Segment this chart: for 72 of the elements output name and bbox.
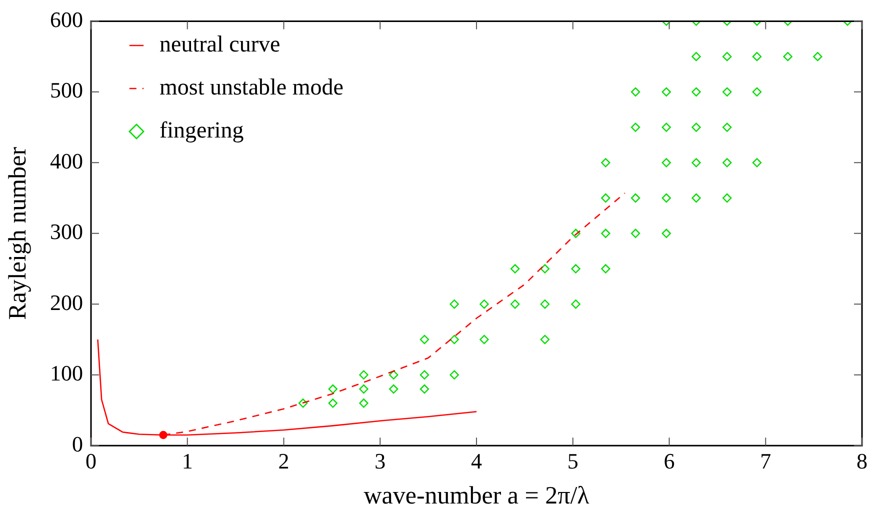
- point: [601, 193, 610, 203]
- x-tick-label: 5: [567, 448, 578, 474]
- point: [601, 228, 610, 238]
- point: [692, 193, 701, 203]
- y-axis-title: Rayleigh number: [4, 146, 32, 320]
- point: [298, 398, 308, 408]
- point: [359, 398, 368, 408]
- point: [601, 264, 610, 274]
- point: [389, 370, 398, 380]
- point: [722, 158, 732, 168]
- point: [722, 87, 732, 97]
- y-tick-label: 300: [50, 219, 83, 244]
- x-tick-label: 8: [856, 448, 868, 474]
- x-tick-label: 2: [278, 448, 290, 474]
- point: [722, 122, 732, 132]
- point: [450, 300, 459, 309]
- point: [662, 122, 671, 132]
- point: [389, 384, 398, 394]
- point: [510, 264, 520, 274]
- point: [450, 334, 459, 344]
- point: [571, 300, 580, 309]
- point: [601, 158, 610, 168]
- point: [420, 334, 430, 344]
- point: [722, 52, 732, 62]
- point: [662, 193, 671, 203]
- y-tick-label: 400: [50, 148, 83, 174]
- point: [752, 87, 762, 97]
- point: [450, 370, 459, 380]
- point: [692, 122, 701, 132]
- x-tick-label: 3: [374, 448, 386, 474]
- point: [540, 264, 550, 274]
- point: [692, 158, 701, 168]
- point: [783, 52, 792, 62]
- point: [630, 193, 640, 203]
- y-tick-label: 0: [72, 431, 83, 456]
- point: [420, 384, 430, 394]
- point: [630, 228, 640, 238]
- point: [692, 87, 701, 97]
- x-tick-label: 6: [664, 448, 675, 474]
- legend-label: fingering: [160, 118, 244, 143]
- point: [662, 87, 671, 97]
- point: [328, 384, 338, 394]
- point: [752, 158, 762, 168]
- point: [540, 334, 550, 344]
- point: [540, 300, 550, 309]
- point: [480, 334, 489, 344]
- y-tick-label: 100: [50, 360, 83, 386]
- point: [571, 264, 580, 274]
- point: [630, 122, 640, 132]
- point: [359, 370, 368, 380]
- point: [662, 158, 671, 168]
- x-axis-title: wave-number a = 2π/λ: [364, 482, 590, 510]
- point: [480, 300, 489, 309]
- point: [328, 398, 338, 408]
- y-tick-label: 600: [50, 6, 83, 32]
- point: [571, 228, 580, 238]
- point: [692, 52, 701, 62]
- y-tick-label: 500: [50, 78, 83, 103]
- x-tick-label: 4: [471, 448, 482, 474]
- y-tick-label: 200: [50, 290, 83, 315]
- point: [359, 384, 368, 394]
- legend-label: most unstable mode: [160, 74, 344, 100]
- point: [752, 52, 762, 62]
- legend-label: neutral curve: [160, 32, 280, 57]
- point: [813, 52, 822, 62]
- x-tick-label: 7: [760, 448, 772, 474]
- point: [630, 87, 640, 97]
- point: [420, 370, 430, 380]
- point: [662, 228, 671, 238]
- point: [722, 193, 732, 203]
- x-tick-label: 1: [182, 448, 193, 474]
- point: [510, 300, 520, 309]
